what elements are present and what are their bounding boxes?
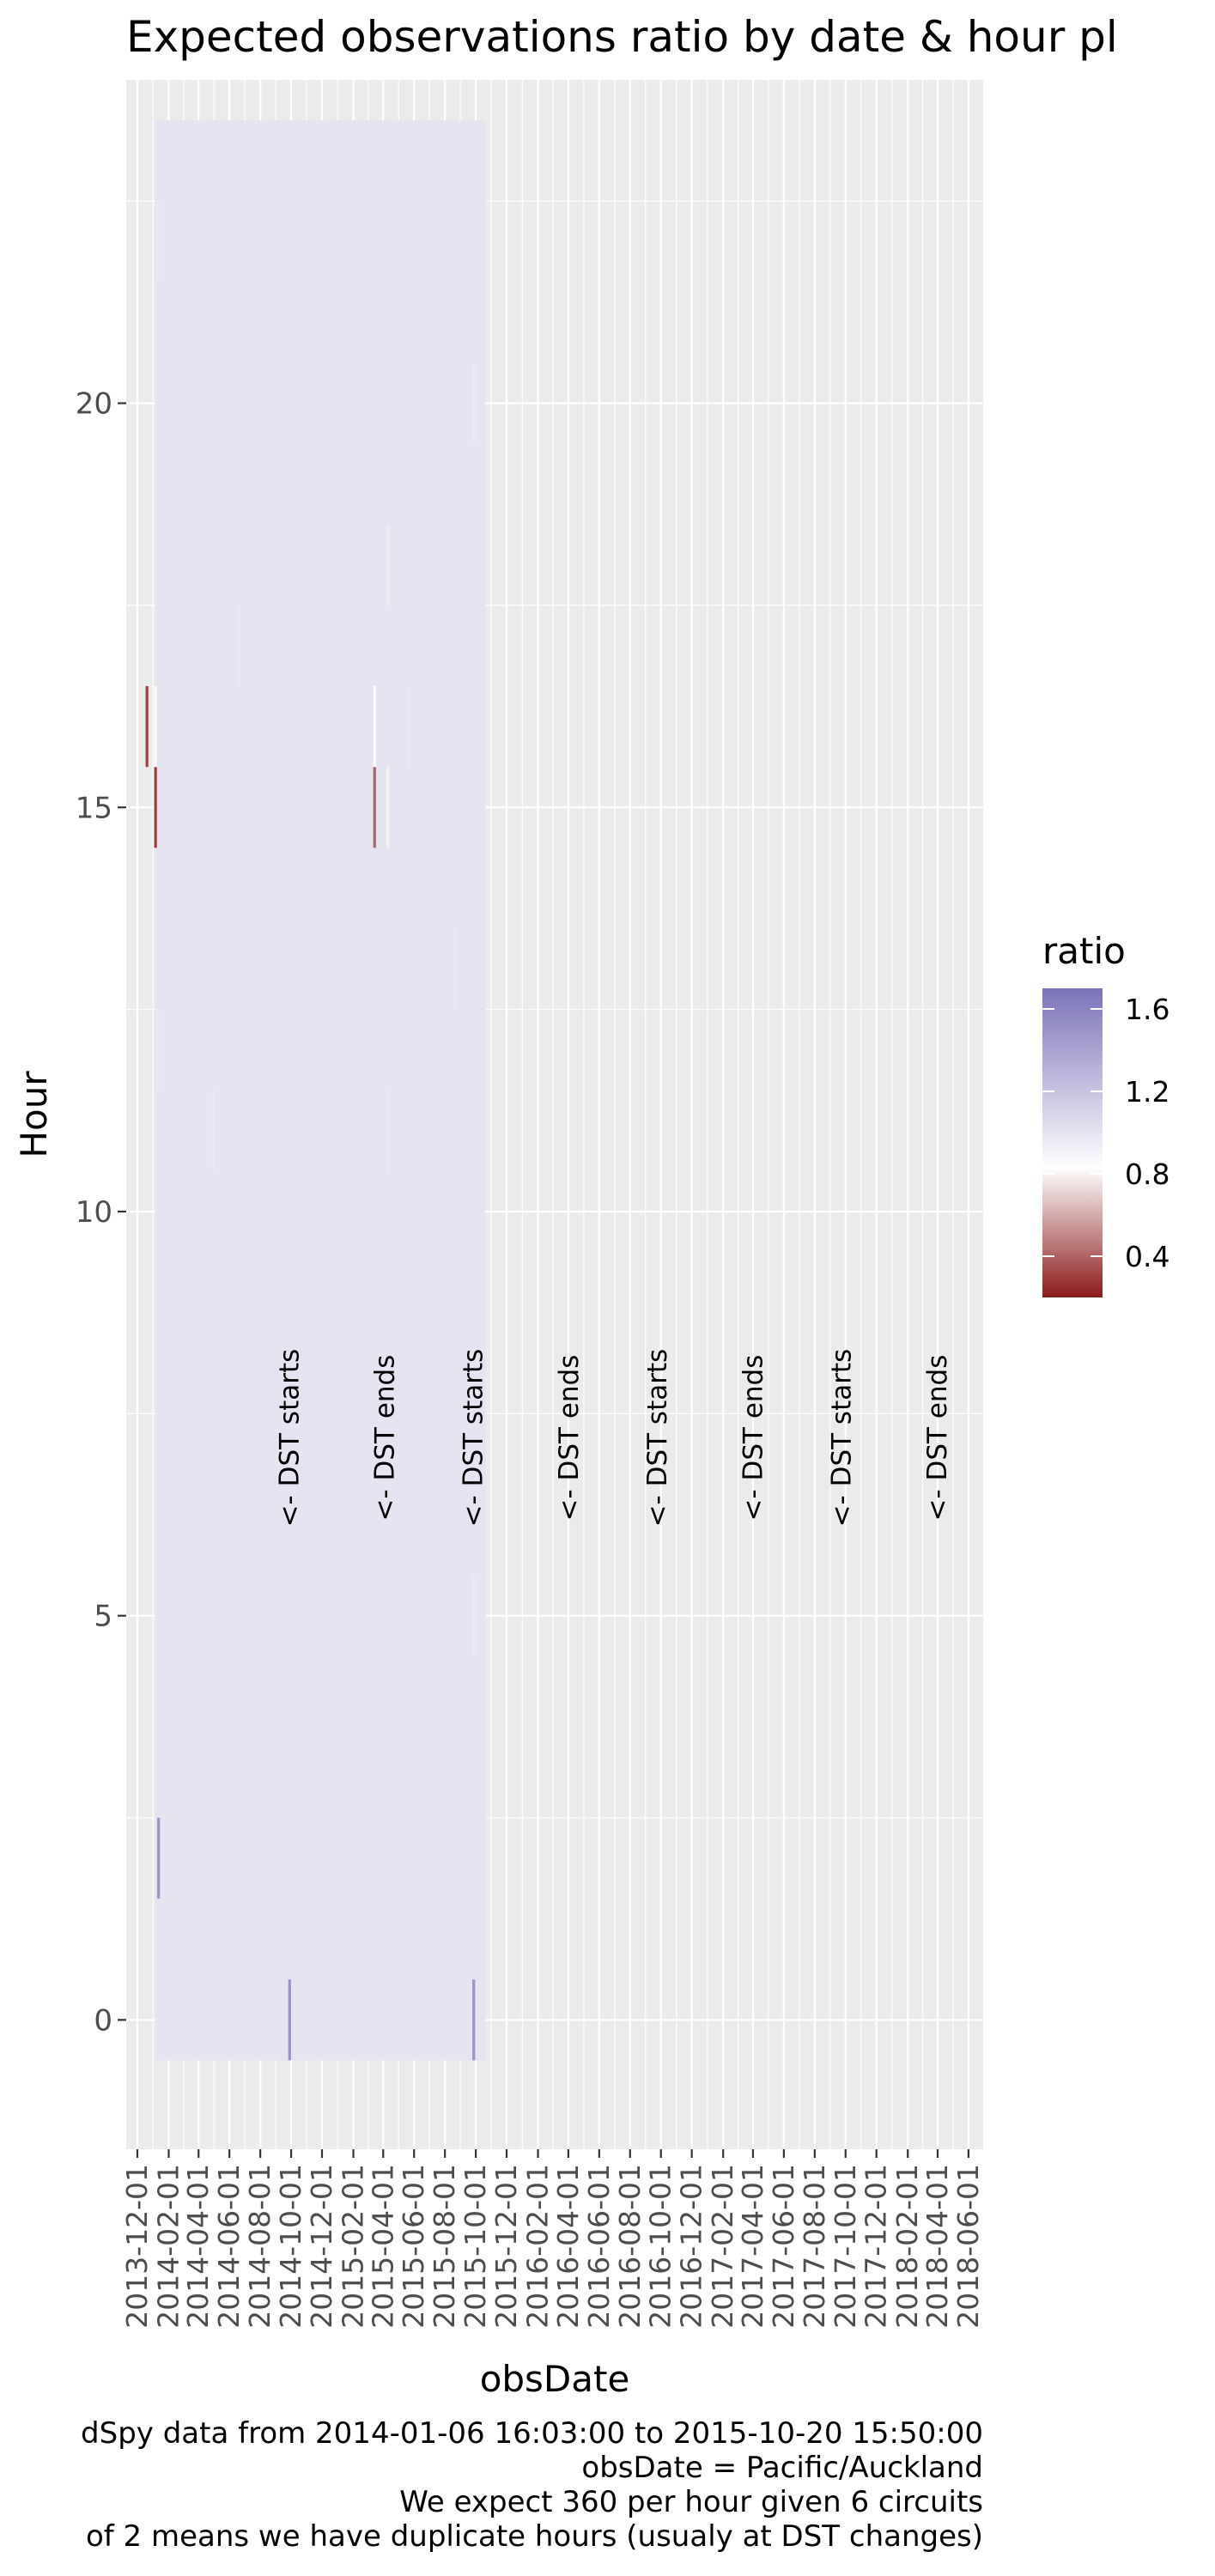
legend-colorbar [1042, 988, 1103, 1297]
x-tick-label: 2015-02-01 [337, 2164, 370, 2329]
x-tick-label: 2018-06-01 [951, 2164, 985, 2329]
x-tick-label: 2018-02-01 [890, 2164, 924, 2329]
ratio-cell [157, 1818, 161, 1899]
dst-annotation-label: <- DST ends [554, 1355, 585, 1522]
base-ratio-tiles [155, 120, 486, 2061]
dst-annotation-label: <- DST ends [370, 1355, 401, 1522]
ratio-cell [472, 1979, 476, 2061]
plot-panel: <- DST starts <- DST ends <- DST starts <- … [121, 80, 985, 2149]
legend-ticks: 1.6 1.2 0.8 0.4 [1042, 993, 1169, 1273]
x-tick-label: 2014-04-01 [181, 2164, 215, 2329]
ratio-cell [155, 1009, 160, 1091]
ratio-cell [406, 686, 410, 768]
caption: dSpy data from 2014-01-06 16:03:00 to 20… [81, 2416, 983, 2554]
legend: ratio 1.6 1.2 0.8 0.4 [1042, 930, 1169, 1297]
x-axis-label: obsDate [480, 2358, 630, 2400]
ratio-cell [472, 1575, 476, 1656]
x-tick-label: 2018-04-01 [920, 2164, 954, 2329]
ratio-cell [472, 362, 476, 444]
x-tick-label: 2017-02-01 [706, 2164, 739, 2329]
ratio-cell [155, 201, 160, 283]
ratio-cell [386, 524, 390, 605]
legend-tick-label: 0.4 [1125, 1240, 1169, 1273]
x-tick-label: 2014-10-01 [274, 2164, 307, 2329]
x-tick-label: 2016-06-01 [582, 2164, 616, 2329]
ratio-cell [145, 686, 149, 768]
x-tick-label: 2015-12-01 [489, 2164, 523, 2329]
caption-line: obsDate = Pacific/Auckland [581, 2451, 983, 2485]
ratio-cell [373, 767, 376, 848]
x-tick-label: 2016-04-01 [551, 2164, 585, 2329]
x-tick-label: 2016-02-01 [521, 2164, 555, 2329]
dst-annotations: <- DST starts <- DST ends <- DST starts <- … [274, 1349, 953, 1528]
y-tick-label: 10 [76, 1195, 112, 1230]
dst-annotation-label: <- DST starts [827, 1349, 858, 1528]
x-tick-label: 2017-06-01 [767, 2164, 800, 2329]
y-tick-label: 20 [76, 387, 112, 422]
x-tick-label: 2017-08-01 [798, 2164, 831, 2329]
x-tick-label: 2016-08-01 [613, 2164, 647, 2329]
legend-tick-label: 0.8 [1125, 1157, 1169, 1191]
ratio-cell [154, 686, 157, 768]
x-tick-label: 2017-10-01 [829, 2164, 862, 2329]
y-tick-label: 5 [94, 1600, 112, 1634]
x-tick-label: 2015-06-01 [397, 2164, 430, 2329]
x-tick-label: 2017-12-01 [860, 2164, 893, 2329]
ratio-cell [288, 1979, 291, 2061]
y-tick-label: 15 [76, 791, 112, 825]
caption-line: We expect 360 per hour given 6 circuits [399, 2485, 983, 2519]
x-tick-label: 2014-12-01 [305, 2164, 338, 2329]
ratio-cell [453, 928, 456, 1010]
x-tick-label: 2016-12-01 [675, 2164, 708, 2329]
x-tick-label: 2014-06-01 [212, 2164, 246, 2329]
caption-line: dSpy data from 2014-01-06 16:03:00 to 20… [81, 2416, 983, 2451]
dst-annotation-label: <- DST starts [459, 1349, 489, 1528]
y-tick-label: 0 [94, 2003, 112, 2038]
x-tick-label: 2013-12-01 [120, 2164, 154, 2329]
ratio-cell [154, 767, 157, 848]
x-tick-label: 2015-10-01 [459, 2164, 492, 2329]
ratio-cell [237, 605, 240, 687]
ratio-cell [386, 1090, 390, 1171]
y-axis: 0 5 10 15 20 [76, 387, 126, 2038]
x-tick-label: 2014-02-01 [151, 2164, 185, 2329]
legend-tick-label: 1.6 [1125, 993, 1169, 1026]
dst-annotation-label: <- DST ends [738, 1355, 769, 1522]
legend-tick-label: 1.2 [1125, 1075, 1169, 1109]
dst-annotation-label: <- DST starts [274, 1349, 305, 1528]
ratio-cell [373, 686, 376, 768]
legend-title: ratio [1042, 930, 1126, 972]
x-tick-label: 2015-08-01 [428, 2164, 461, 2329]
caption-line: of 2 means we have duplicate hours (usua… [86, 2519, 983, 2554]
dst-annotation-label: <- DST starts [642, 1349, 673, 1528]
chart-title: Expected observations ratio by date & ho… [126, 12, 1118, 62]
x-tick-label: 2016-10-01 [644, 2164, 677, 2329]
dst-annotation-label: <- DST ends [922, 1355, 953, 1522]
x-axis: 2013-12-012014-02-012014-04-012014-06-01… [120, 2149, 985, 2329]
ratio-cells [145, 201, 476, 2061]
x-tick-label: 2015-04-01 [366, 2164, 399, 2329]
ratio-cell [386, 767, 390, 848]
tile-area [155, 120, 486, 2061]
y-axis-label: Hour [13, 1071, 55, 1158]
x-tick-label: 2017-04-01 [736, 2164, 769, 2329]
x-tick-label: 2014-08-01 [243, 2164, 276, 2329]
ratio-cell [212, 1090, 216, 1171]
